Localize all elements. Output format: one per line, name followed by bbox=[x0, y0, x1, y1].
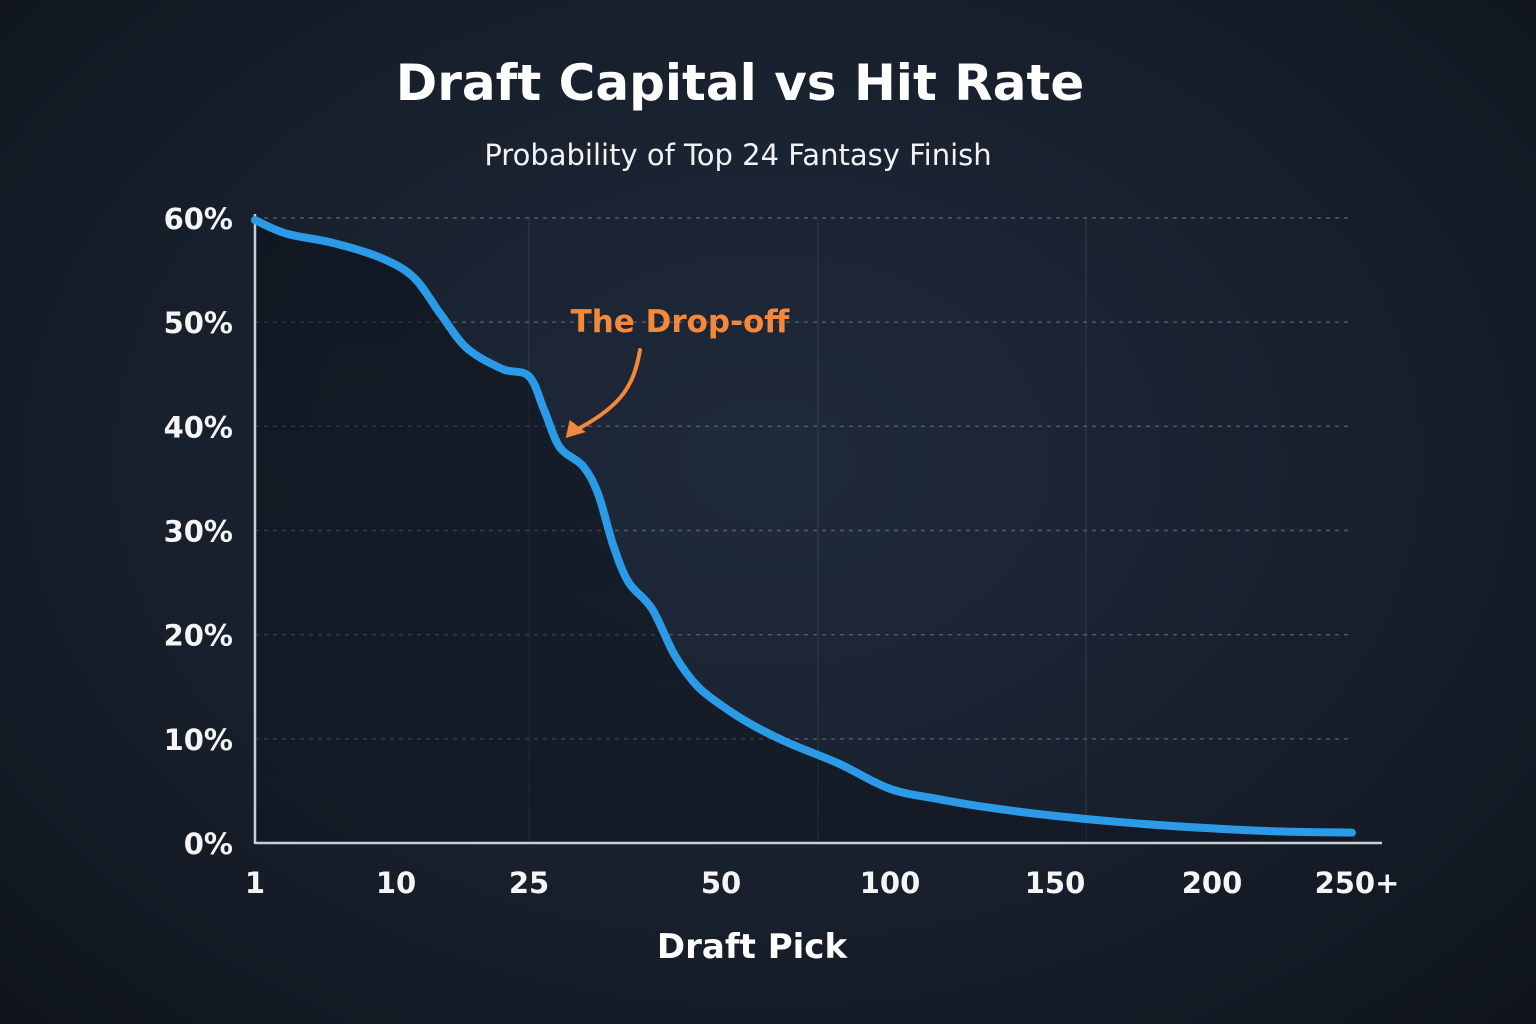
y-tick-label-0: 0% bbox=[184, 827, 233, 861]
x-tick-label-6: 200 bbox=[1182, 866, 1243, 900]
x-tick-label-2: 25 bbox=[509, 866, 549, 900]
annotation-arrowhead bbox=[565, 420, 586, 438]
x-tick-label-4: 100 bbox=[860, 866, 921, 900]
x-tick-label-5: 150 bbox=[1025, 866, 1086, 900]
series-line bbox=[251, 216, 1356, 837]
annotation-arrow bbox=[577, 348, 642, 430]
axes bbox=[253, 214, 1382, 845]
y-tick-label-6: 60% bbox=[164, 202, 233, 236]
x-tick-label-3: 50 bbox=[701, 866, 741, 900]
x-tick-label-1: 10 bbox=[376, 866, 416, 900]
x-axis-label: Draft Pick bbox=[657, 927, 849, 967]
annotation-label: The Drop-off bbox=[571, 304, 791, 340]
y-tick-label-5: 50% bbox=[164, 306, 233, 340]
chart-subtitle: Probability of Top 24 Fantasy Finish bbox=[484, 138, 991, 172]
x-tick-label-0: 1 bbox=[245, 866, 265, 900]
y-tick-label-2: 20% bbox=[164, 619, 233, 653]
y-tick-label-1: 10% bbox=[164, 723, 233, 757]
area-fill bbox=[255, 220, 1352, 844]
y-tick-label-3: 30% bbox=[164, 515, 233, 549]
y-tick-labels: 0% 10% 20% 30% 40% 50% 60% bbox=[164, 202, 233, 861]
y-tick-label-4: 40% bbox=[164, 410, 233, 444]
chart-title: Draft Capital vs Hit Rate bbox=[396, 54, 1085, 112]
x-tick-labels: 1 10 25 50 100 150 200 250+ bbox=[245, 866, 1400, 900]
x-tick-label-7: 250+ bbox=[1315, 866, 1400, 900]
